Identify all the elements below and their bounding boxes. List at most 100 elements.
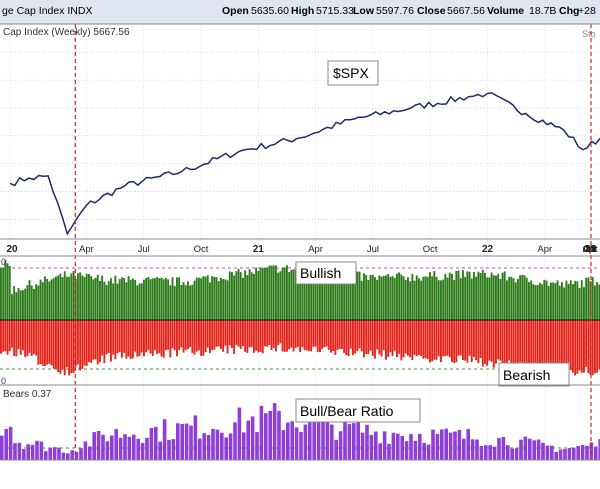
header-close-value: 5667.56 bbox=[447, 5, 485, 17]
ratio-bar bbox=[554, 451, 558, 460]
bearish-bar bbox=[107, 320, 110, 353]
bearish-bar bbox=[195, 320, 198, 352]
bearish-bar bbox=[519, 320, 522, 363]
bearish-bar bbox=[343, 320, 346, 353]
bearish-bar bbox=[431, 320, 434, 362]
ratio-bar bbox=[255, 432, 259, 460]
ratio-bar bbox=[338, 431, 343, 460]
bearish-bar bbox=[308, 320, 310, 351]
ratio-bar bbox=[4, 428, 8, 460]
bearish-bar bbox=[13, 320, 16, 356]
bullish-bar bbox=[66, 276, 68, 320]
bearish-bar bbox=[72, 320, 75, 373]
bearish-bar bbox=[512, 320, 515, 364]
bearish-bar bbox=[528, 320, 530, 371]
bearish-bar bbox=[81, 320, 84, 369]
bearish-bar bbox=[338, 320, 341, 349]
bullish-bar bbox=[433, 271, 436, 320]
ratio-bar bbox=[39, 441, 44, 460]
bearish-bar bbox=[136, 320, 139, 357]
bullish-bar bbox=[178, 277, 181, 320]
bullish-bar bbox=[26, 285, 29, 320]
header-volume-value: 18.7B bbox=[529, 5, 556, 17]
bearish-bar bbox=[244, 320, 247, 352]
bearish-bar bbox=[444, 320, 447, 357]
bearish-bar bbox=[332, 320, 335, 351]
ratio-bar bbox=[286, 422, 290, 460]
bullish-bar bbox=[596, 282, 599, 320]
bullish-bar bbox=[400, 274, 403, 320]
bearish-bar bbox=[151, 320, 154, 356]
bearish-bar bbox=[330, 320, 332, 353]
bullish-bar bbox=[356, 271, 359, 320]
bearish-bar bbox=[134, 320, 137, 352]
callout-bullish: Bullish bbox=[295, 261, 357, 285]
bearish-bar bbox=[567, 320, 570, 376]
bearish-bar bbox=[451, 320, 453, 362]
bearish-bar bbox=[594, 320, 596, 374]
ratio-bar bbox=[422, 442, 426, 460]
bullish-bar bbox=[182, 282, 185, 320]
bearish-bar bbox=[8, 320, 11, 352]
ratio-bar bbox=[88, 446, 92, 460]
bearish-bar bbox=[33, 320, 35, 354]
bullish-bar bbox=[28, 280, 31, 320]
ratio-bar bbox=[52, 447, 57, 460]
bullish-bar bbox=[68, 276, 71, 320]
bullish-bar bbox=[466, 271, 469, 320]
bearish-bar bbox=[389, 320, 392, 353]
ratio-bar bbox=[580, 444, 585, 460]
bearish-bar bbox=[226, 320, 229, 354]
bullish-bar bbox=[275, 265, 277, 320]
ratio-bar bbox=[431, 429, 435, 460]
bullish-bar bbox=[501, 272, 504, 320]
ratio-bar bbox=[479, 446, 484, 460]
bearish-bar bbox=[37, 320, 40, 365]
header-low-label: Low bbox=[353, 5, 375, 17]
ratio-bar bbox=[387, 443, 391, 460]
bearish-bar bbox=[79, 320, 82, 371]
bearish-bar bbox=[510, 320, 513, 369]
bearish-bar bbox=[349, 320, 352, 349]
ratio-bar bbox=[365, 424, 369, 460]
bearish-bar bbox=[321, 320, 324, 350]
ratio-bar bbox=[440, 429, 444, 460]
bullish-bar bbox=[213, 276, 216, 320]
bearish-bar bbox=[532, 320, 535, 365]
ratio-bar bbox=[497, 437, 501, 460]
bearish-bar bbox=[162, 320, 165, 358]
header-low-value: 5597.76 bbox=[376, 5, 414, 17]
bullish-bar bbox=[396, 273, 398, 320]
bearish-bar bbox=[250, 320, 253, 348]
bullish-bar bbox=[19, 290, 22, 320]
ratio-bar bbox=[123, 434, 127, 460]
bullish-bar bbox=[380, 276, 383, 320]
bullish-bar bbox=[369, 274, 372, 320]
bearish-bar bbox=[481, 320, 484, 367]
bullish-bar bbox=[123, 278, 126, 320]
bullish-bar bbox=[393, 277, 396, 320]
bullish-bar bbox=[114, 275, 117, 320]
bearish-bar bbox=[220, 320, 222, 349]
bullish-bar bbox=[235, 271, 238, 320]
x-tick-label: Apr bbox=[308, 244, 323, 255]
bearish-bar bbox=[277, 320, 280, 346]
ratio-bar bbox=[409, 434, 413, 460]
bullish-bar bbox=[440, 280, 442, 320]
bullish-bar bbox=[547, 285, 550, 320]
ratio-bar bbox=[303, 424, 308, 460]
ratio-bar bbox=[444, 428, 448, 460]
bullish-bar bbox=[281, 267, 284, 320]
bearish-bar bbox=[420, 320, 423, 356]
bullish-bar bbox=[325, 276, 328, 320]
bearish-bar bbox=[261, 320, 264, 354]
bearish-bar bbox=[550, 320, 552, 371]
bullish-bar bbox=[264, 268, 266, 320]
bearish-bar bbox=[180, 320, 183, 348]
bullish-bar bbox=[569, 280, 572, 320]
bullish-bar bbox=[270, 265, 273, 320]
bullish-bar bbox=[585, 277, 588, 320]
bullish-bar bbox=[422, 277, 425, 320]
bearish-bar bbox=[26, 320, 29, 357]
bullish-bar bbox=[435, 276, 438, 320]
